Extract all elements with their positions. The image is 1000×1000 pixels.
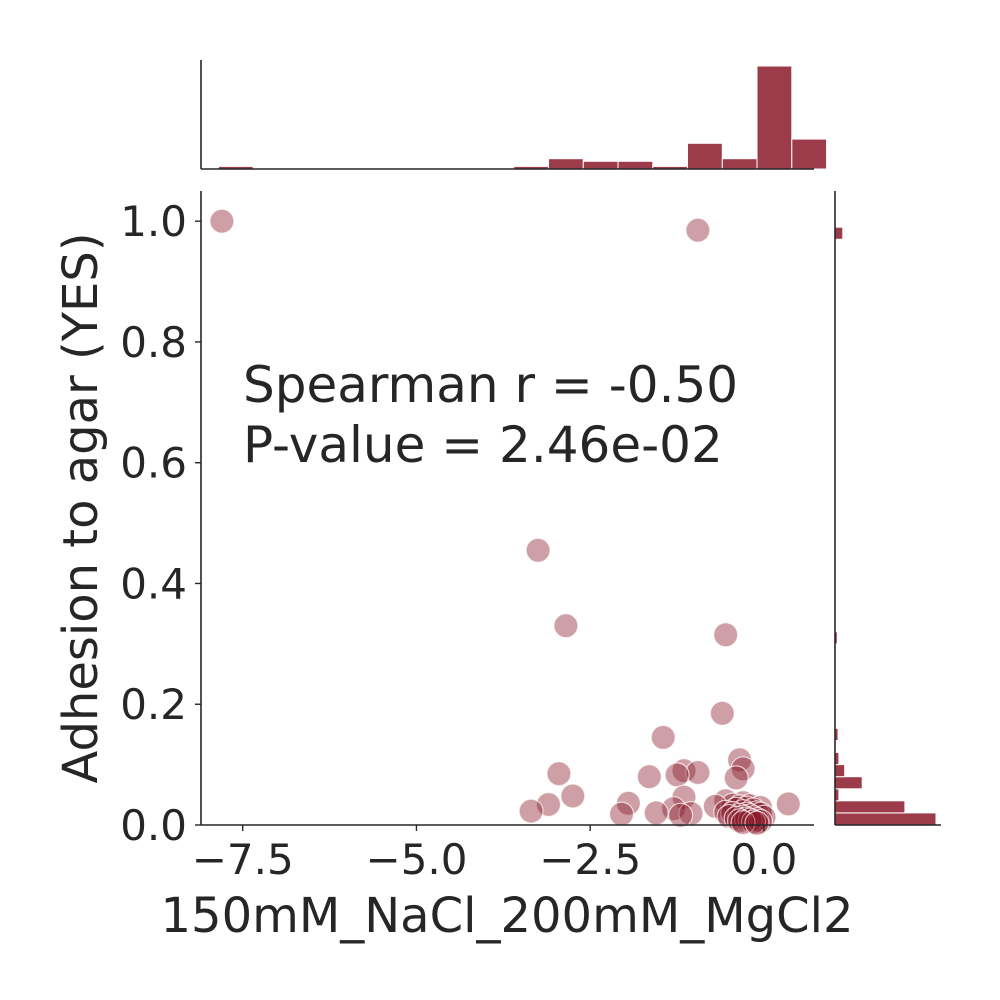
y-axis-ticks: 0.0 0.2 0.4 0.6 0.8 1.0 bbox=[120, 197, 201, 850]
y-tick-label: 0.8 bbox=[120, 318, 187, 367]
scatter-point bbox=[744, 810, 770, 836]
scatter-point bbox=[664, 762, 690, 788]
scatter-point bbox=[667, 802, 694, 828]
top-hist-bar bbox=[582, 160, 619, 170]
scatter-point bbox=[636, 764, 662, 790]
top-hist-bar bbox=[687, 142, 723, 170]
top-hist-bar bbox=[756, 65, 793, 170]
scatter-point bbox=[730, 809, 756, 836]
right-hist-bar bbox=[834, 776, 863, 790]
x-tick-label: −5.0 bbox=[366, 835, 468, 884]
scatter-point bbox=[713, 622, 739, 648]
right-hist-bar bbox=[834, 812, 937, 826]
scatter-point bbox=[518, 798, 544, 824]
x-axis-title: 150mM_NaCl_200mM_MgCl2 bbox=[160, 888, 853, 944]
scatter-point bbox=[650, 724, 676, 751]
y-tick-label: 0.6 bbox=[120, 439, 187, 488]
scatter-point bbox=[709, 700, 735, 726]
x-tick-label: −2.5 bbox=[539, 835, 641, 884]
top-marginal-histogram bbox=[217, 65, 828, 170]
scatter-point bbox=[685, 217, 711, 243]
scatter-point bbox=[775, 791, 801, 817]
x-tick-label: −7.5 bbox=[192, 835, 294, 884]
scatter-point bbox=[546, 761, 572, 787]
y-tick-label: 0.4 bbox=[120, 560, 187, 609]
scatter-point bbox=[608, 801, 635, 827]
y-tick-label: 1.0 bbox=[120, 197, 187, 246]
top-hist-bar bbox=[617, 160, 654, 170]
p-value-annotation: P-value = 2.46e-02 bbox=[243, 416, 723, 474]
scatter-point bbox=[560, 783, 586, 809]
right-hist-bar bbox=[834, 764, 846, 778]
y-axis-title: Adhesion to agar (YES) bbox=[53, 232, 109, 783]
y-tick-label: 0.0 bbox=[120, 801, 187, 850]
top-hist-bar bbox=[548, 158, 584, 170]
scatter-points bbox=[209, 208, 801, 836]
spearman-annotation: Spearman r = -0.50 bbox=[243, 356, 738, 414]
scatter-point bbox=[723, 765, 749, 791]
scatter-point bbox=[671, 758, 697, 784]
right-marginal-histogram bbox=[834, 226, 937, 826]
x-axis-ticks: −7.5 −5.0 −2.5 0.0 bbox=[192, 825, 798, 884]
scatter-point bbox=[553, 613, 579, 639]
right-hist-bar bbox=[834, 800, 906, 814]
scatter-point bbox=[685, 759, 711, 786]
top-hist-bar bbox=[791, 138, 828, 170]
scatter-point bbox=[643, 800, 669, 826]
scatter-point bbox=[525, 537, 551, 563]
right-hist-bar bbox=[834, 226, 844, 240]
x-tick-label: 0.0 bbox=[731, 835, 798, 884]
scatter-point bbox=[209, 208, 235, 234]
y-tick-label: 0.2 bbox=[120, 680, 187, 729]
top-hist-bar bbox=[721, 158, 758, 170]
